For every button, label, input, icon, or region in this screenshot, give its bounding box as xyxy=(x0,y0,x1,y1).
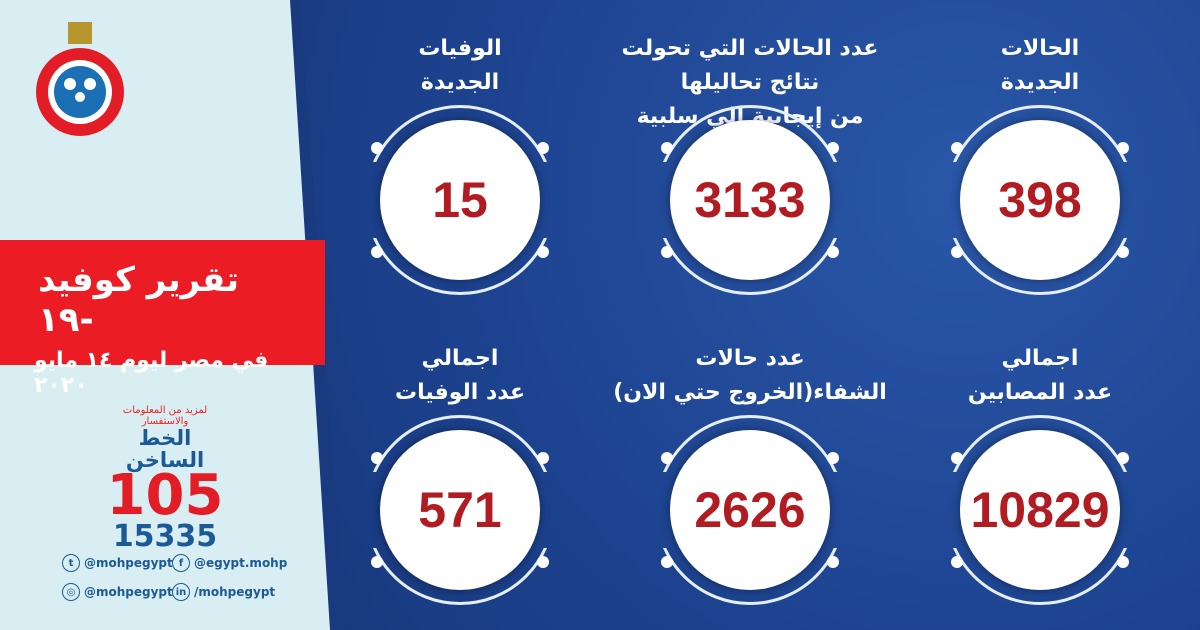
instagram-link[interactable]: ◎ @mohpegypt xyxy=(62,583,173,601)
ring-dot xyxy=(661,246,673,258)
ring-dot xyxy=(827,142,839,154)
stat-label-line1: اجمالي xyxy=(1001,346,1079,371)
ring-dot xyxy=(371,246,383,258)
ring-dot xyxy=(537,452,549,464)
ring-dot xyxy=(537,246,549,258)
ring-dot xyxy=(951,142,963,154)
instagram-icon: ◎ xyxy=(62,583,80,601)
report-banner: تقرير كوفيد -١٩ في مصر ليوم ١٤ مايو ٢٠٢٠ xyxy=(0,240,325,398)
stat-label-line1: عدد حالات xyxy=(695,346,805,371)
ring-dot xyxy=(371,452,383,464)
stat-value: 10829 xyxy=(960,430,1120,590)
ring-dot xyxy=(371,556,383,568)
ring-dot xyxy=(827,452,839,464)
ring-dot xyxy=(1117,142,1129,154)
twitter-icon: t xyxy=(62,554,80,572)
linkedin-icon: in xyxy=(172,583,190,601)
hotline: لمزيد من المعلومات والاستفسار الخط الساخ… xyxy=(100,405,230,553)
twitter-link[interactable]: t @mohpegypt xyxy=(62,554,173,572)
stat-label: الوفيات الجديدة xyxy=(310,32,610,100)
facebook-handle: @egypt.mohp xyxy=(194,556,288,570)
ring-dot xyxy=(827,556,839,568)
ring-dot xyxy=(951,452,963,464)
stat-label-line2: عدد المصابين xyxy=(967,380,1113,405)
linkedin-link[interactable]: in/mohpegypt xyxy=(172,583,275,601)
ring-dot xyxy=(661,556,673,568)
banner-subtitle: في مصر ليوم ١٤ مايو ٢٠٢٠ xyxy=(34,348,269,398)
stat-label: اجمالي عدد المصابين xyxy=(890,342,1190,410)
stat-label: اجمالي عدد الوفيات xyxy=(310,342,610,410)
hotline-number-2: 15335 xyxy=(112,519,218,554)
ring-dot xyxy=(951,556,963,568)
ring-dot xyxy=(661,452,673,464)
stat-label-line2: الشفاء(الخروج حتي الان) xyxy=(613,380,887,405)
stat-value: 3133 xyxy=(670,120,830,280)
stat-label-line1: عدد الحالات التي تحولت نتائج تحاليلها xyxy=(621,36,879,95)
stat-label: الحالات الجديدة xyxy=(890,32,1190,100)
hotline-number-1: 105 xyxy=(106,463,224,528)
stat-label-line1: اجمالي xyxy=(421,346,499,371)
ministry-logo-icon xyxy=(36,22,124,136)
twitter-handle: @mohpegypt xyxy=(84,556,173,570)
stat-value: 398 xyxy=(960,120,1120,280)
facebook-icon: f xyxy=(172,554,190,572)
hotline-label: الخط الساخن xyxy=(125,426,205,472)
stat-label-line2: الجديدة xyxy=(420,70,500,95)
ring-dot xyxy=(827,246,839,258)
ring-dot xyxy=(951,246,963,258)
instagram-handle: @mohpegypt xyxy=(84,585,173,599)
stat-value: 2626 xyxy=(670,430,830,590)
ring-dot xyxy=(1117,556,1129,568)
stat-label: عدد حالات الشفاء(الخروج حتي الان) xyxy=(600,342,900,410)
hotline-intro: لمزيد من المعلومات والاستفسار xyxy=(122,405,208,427)
ring-dot xyxy=(537,556,549,568)
ring-dot xyxy=(371,142,383,154)
stat-label-line1: الوفيات xyxy=(418,36,502,61)
stat-label-line2: عدد الوفيات xyxy=(394,380,526,405)
banner-title: تقرير كوفيد -١٩ xyxy=(38,260,240,340)
stat-label-line1: الحالات xyxy=(1000,36,1080,61)
ring-dot xyxy=(1117,246,1129,258)
ring-dot xyxy=(537,142,549,154)
linkedin-handle: /mohpegypt xyxy=(194,585,276,599)
stat-value: 15 xyxy=(380,120,540,280)
ring-dot xyxy=(661,142,673,154)
ring-dot xyxy=(1117,452,1129,464)
facebook-link[interactable]: f @egypt.mohp xyxy=(172,554,287,572)
stat-value: 571 xyxy=(380,430,540,590)
stat-label-line2: الجديدة xyxy=(1000,70,1080,95)
